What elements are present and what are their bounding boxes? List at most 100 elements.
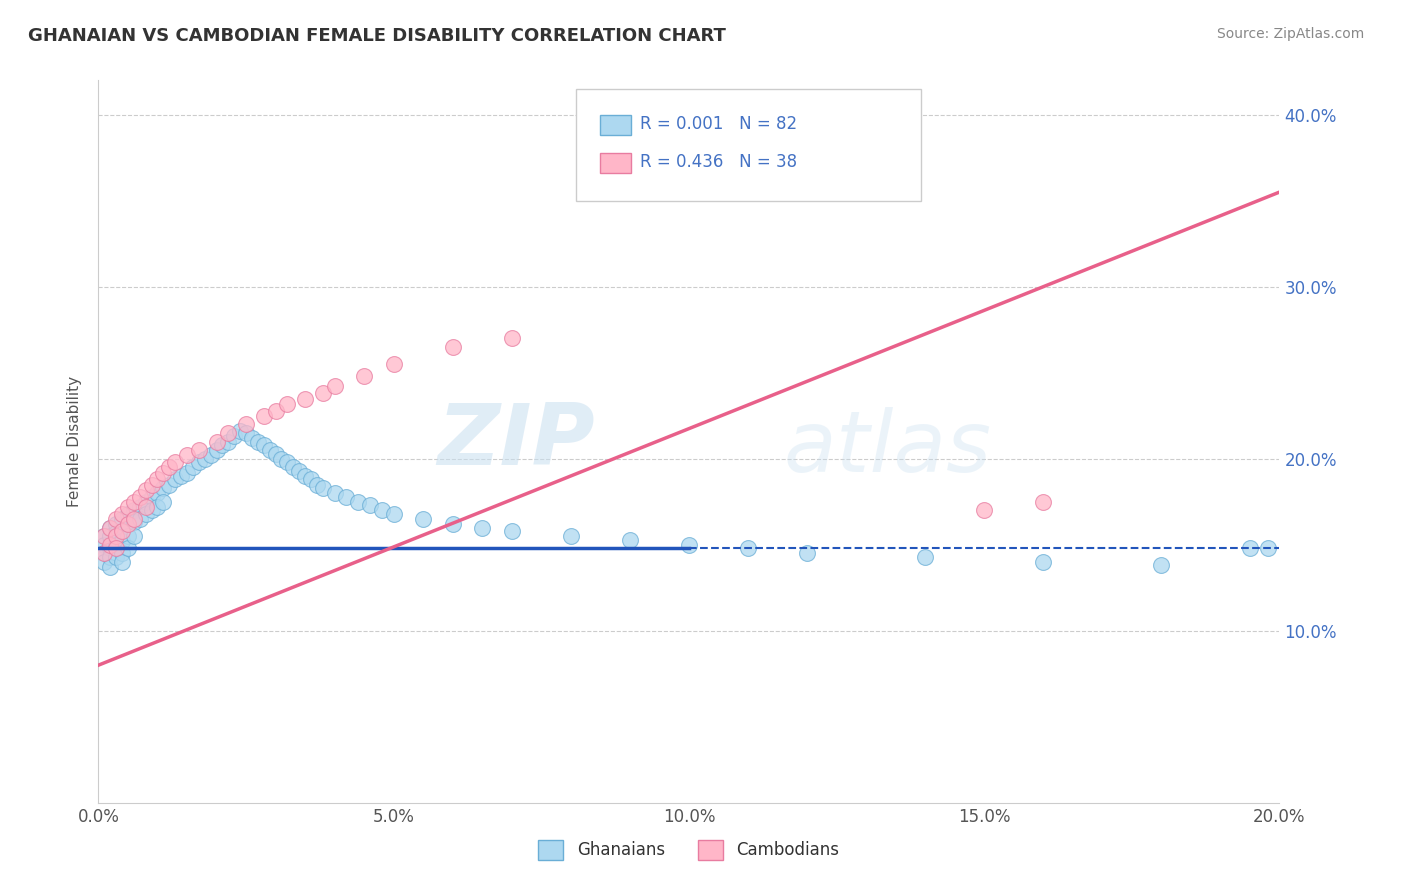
Point — [181, 460, 204, 475]
Point — [259, 443, 281, 458]
Point — [111, 512, 134, 526]
Point — [93, 555, 115, 569]
Point — [93, 529, 115, 543]
Point — [441, 517, 464, 532]
Text: atlas: atlas — [783, 408, 991, 491]
Point — [217, 425, 239, 440]
Point — [93, 546, 115, 560]
Point — [335, 490, 357, 504]
Point — [347, 494, 370, 508]
Point — [98, 529, 121, 543]
Point — [98, 541, 121, 556]
Point — [294, 469, 316, 483]
Point — [111, 524, 134, 538]
Point — [122, 494, 145, 508]
Point — [117, 529, 139, 543]
Point — [117, 507, 139, 521]
Point — [235, 417, 257, 432]
Point — [441, 340, 464, 354]
Point — [323, 379, 346, 393]
Point — [382, 507, 405, 521]
Point — [176, 466, 198, 480]
Point — [141, 503, 163, 517]
Point — [93, 546, 115, 560]
Point — [122, 503, 145, 517]
Point — [141, 477, 163, 491]
Point — [157, 460, 180, 475]
Point — [141, 490, 163, 504]
Point — [187, 455, 209, 469]
Point — [205, 434, 228, 449]
Point — [111, 534, 134, 549]
Legend: Ghanaians, Cambodians: Ghanaians, Cambodians — [531, 833, 846, 867]
Point — [294, 392, 316, 406]
Point — [264, 403, 287, 417]
Point — [98, 549, 121, 564]
Point — [176, 448, 198, 462]
Point — [359, 498, 381, 512]
Point — [105, 549, 128, 564]
Point — [93, 538, 115, 552]
Point — [323, 486, 346, 500]
Point — [253, 409, 276, 423]
Point — [235, 425, 257, 440]
Point — [229, 424, 252, 438]
Point — [1257, 541, 1279, 556]
Point — [117, 500, 139, 514]
Point — [276, 455, 298, 469]
Point — [240, 431, 263, 445]
Point — [246, 434, 269, 449]
Point — [122, 516, 145, 530]
Point — [353, 369, 375, 384]
Point — [264, 446, 287, 460]
Point — [194, 451, 217, 466]
Point — [560, 529, 582, 543]
Point — [135, 494, 157, 508]
Point — [152, 466, 174, 480]
Point — [146, 486, 169, 500]
Point — [128, 500, 150, 514]
Point — [224, 429, 246, 443]
Point — [1239, 541, 1261, 556]
Point — [122, 512, 145, 526]
Point — [678, 538, 700, 552]
Point — [914, 549, 936, 564]
Text: GHANAIAN VS CAMBODIAN FEMALE DISABILITY CORRELATION CHART: GHANAIAN VS CAMBODIAN FEMALE DISABILITY … — [28, 27, 725, 45]
Point — [211, 438, 233, 452]
Point — [270, 451, 292, 466]
Point — [205, 443, 228, 458]
Point — [146, 472, 169, 486]
Point — [98, 538, 121, 552]
Point — [152, 494, 174, 508]
Point — [288, 464, 311, 478]
Point — [471, 520, 494, 534]
Point — [165, 472, 187, 486]
Point — [312, 386, 335, 401]
Point — [382, 357, 405, 371]
Point — [796, 546, 818, 560]
Point — [299, 472, 322, 486]
Point — [105, 538, 128, 552]
Y-axis label: Female Disability: Female Disability — [67, 376, 83, 508]
Point — [135, 500, 157, 514]
Point — [135, 507, 157, 521]
Point — [93, 529, 115, 543]
Point — [283, 460, 305, 475]
Point — [170, 469, 193, 483]
Point — [111, 507, 134, 521]
Point — [187, 443, 209, 458]
Point — [146, 500, 169, 514]
Point — [501, 524, 523, 538]
Point — [200, 448, 222, 462]
Point — [117, 541, 139, 556]
Point — [276, 397, 298, 411]
Point — [217, 434, 239, 449]
Point — [1150, 558, 1173, 573]
Point — [619, 533, 641, 547]
Point — [105, 541, 128, 556]
Point — [305, 477, 328, 491]
Point — [105, 525, 128, 540]
Text: R = 0.436   N = 38: R = 0.436 N = 38 — [640, 153, 797, 171]
Point — [737, 541, 759, 556]
Point — [111, 546, 134, 560]
